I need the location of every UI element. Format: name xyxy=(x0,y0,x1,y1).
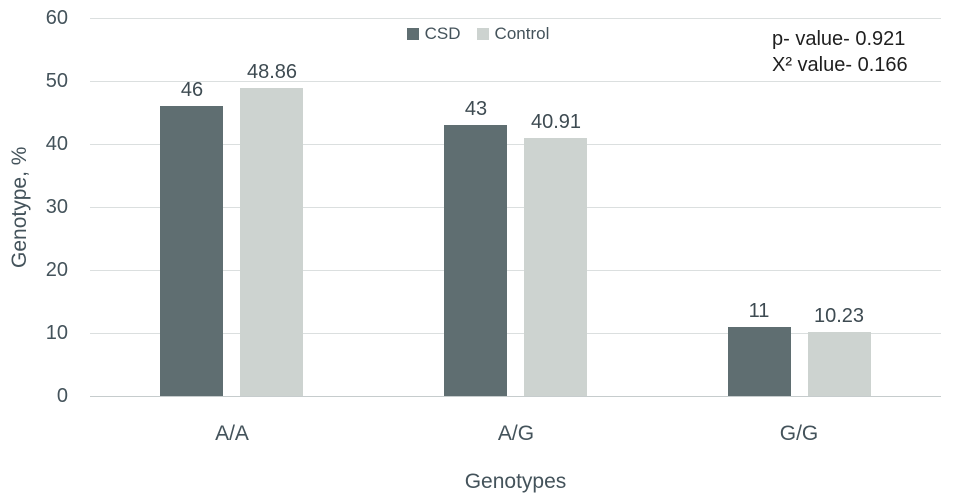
bar-csd-AA xyxy=(160,106,223,396)
value-label-control-GG: 10.23 xyxy=(813,305,865,327)
chi-square-value-text: X² value- 0.166 xyxy=(772,54,908,76)
value-label-csd-AG: 43 xyxy=(464,98,488,120)
bar-csd-AG xyxy=(444,125,507,396)
legend-label-control: Control xyxy=(494,24,550,43)
x-axis-line xyxy=(90,395,941,397)
x-tick-label-GG: G/G xyxy=(779,422,819,445)
legend: CSD Control xyxy=(0,24,956,44)
gridline-20 xyxy=(90,269,941,271)
value-label-control-AG: 40.91 xyxy=(530,111,582,133)
value-label-csd-GG: 11 xyxy=(748,300,770,322)
p-value-text: p- value- 0.921 xyxy=(772,28,906,50)
legend-item-control: Control xyxy=(476,24,550,44)
legend-item-csd: CSD xyxy=(406,24,461,44)
legend-label-csd: CSD xyxy=(424,24,461,43)
bar-csd-GG xyxy=(728,327,791,396)
gridline-60 xyxy=(90,17,941,19)
stats-annotation: p- value- 0.921 X² value- 0.166 xyxy=(772,26,908,78)
y-tick-label-0: 0 xyxy=(56,385,68,407)
legend-swatch-control-icon xyxy=(476,28,489,40)
y-tick-label-20: 20 xyxy=(45,259,68,281)
x-axis-title: Genotypes xyxy=(464,470,567,493)
y-tick-label-50: 50 xyxy=(45,70,68,92)
y-tick-label-30: 30 xyxy=(45,196,68,218)
bar-control-AG xyxy=(524,138,587,396)
value-label-csd-AA: 46 xyxy=(180,79,204,101)
gridline-40 xyxy=(90,143,941,145)
legend-swatch-csd-icon xyxy=(406,28,419,40)
x-tick-label-AA: A/A xyxy=(215,422,249,445)
bar-control-AA xyxy=(240,88,303,396)
gridline-30 xyxy=(90,206,941,208)
y-tick-label-10: 10 xyxy=(45,322,68,344)
gridline-50 xyxy=(90,80,941,82)
y-tick-label-60: 60 xyxy=(45,7,68,29)
bar-control-GG xyxy=(808,332,871,396)
x-tick-label-AG: A/G xyxy=(497,422,535,445)
value-label-control-AA: 48.86 xyxy=(246,61,298,83)
y-tick-label-40: 40 xyxy=(45,133,68,155)
gridline-10 xyxy=(90,332,941,334)
